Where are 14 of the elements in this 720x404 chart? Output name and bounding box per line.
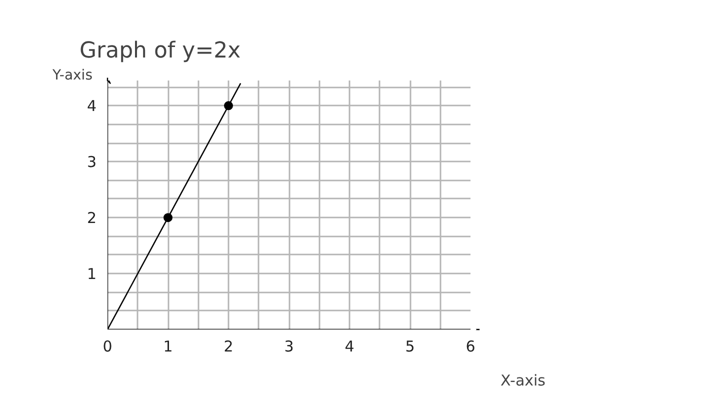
y-tick-label: 3 xyxy=(86,153,97,172)
x-tick-label: 3 xyxy=(284,338,294,356)
chart-title: Graph of y=2x xyxy=(80,38,241,64)
x-tick-label: 5 xyxy=(405,338,415,356)
x-tick-label: 6 xyxy=(466,338,476,356)
y-tick-label: 2 xyxy=(86,209,97,228)
x-tick-label: 2 xyxy=(224,338,234,356)
x-tick-label: 4 xyxy=(344,338,354,356)
x-axis-title: X-axis xyxy=(500,372,546,390)
y-axis-title: Y-axis xyxy=(52,68,92,84)
y-tick-label: 1 xyxy=(86,265,97,284)
x-tick-label: 0 xyxy=(102,338,112,356)
x-tick-label: 1 xyxy=(163,338,173,356)
y-tick-label: 4 xyxy=(86,97,97,116)
